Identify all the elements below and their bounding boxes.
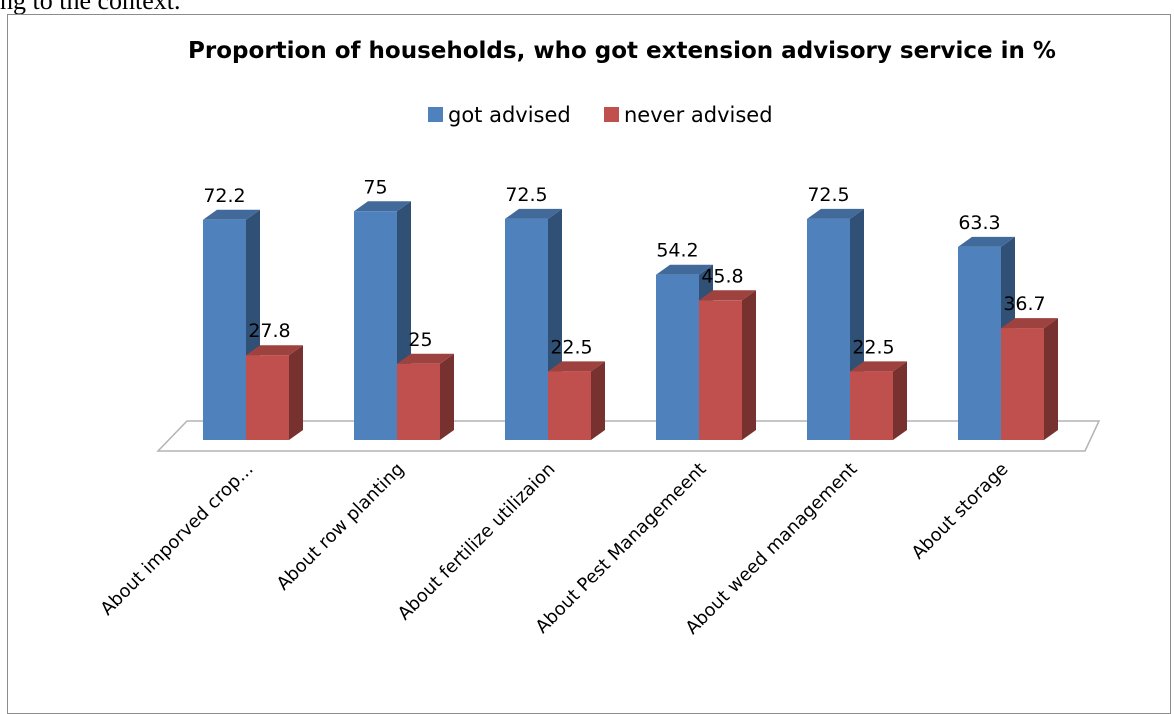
bar-side [591,361,605,440]
legend-label-1: got advised [448,103,571,127]
value-label-2-5: 22.5 [852,336,894,358]
bar-top [699,290,756,301]
category-label-1: About imporved crop... [97,459,258,620]
value-label-1-4: 54.2 [656,240,698,262]
value-label-1-6: 63.3 [958,212,1000,234]
bar-front [656,274,699,440]
value-label-2-2: 25 [408,329,432,351]
bar-1-5 [807,208,864,440]
bar-front [699,300,742,440]
bar-top [1001,318,1058,329]
category-label-6: About storage [908,459,1013,564]
bar-1-6 [958,236,1015,440]
bar-front [354,211,397,440]
value-label-2-4: 45.8 [701,265,743,287]
bar-2-1 [246,345,303,440]
bar-2-2 [397,353,454,440]
bar-side [440,353,454,440]
legend-swatch-2 [604,107,619,122]
category-label-5: About weed management [682,459,862,639]
category-label-3: About fertilize utilizaion [394,459,560,625]
legend-label-2: never advised [624,103,773,127]
chart-title: Proportion of households, who got extens… [188,38,1056,64]
bar-top [397,353,454,364]
bar-top [354,201,411,212]
bar-front [1001,328,1044,440]
bars [203,201,1058,440]
value-label-1-2: 75 [363,176,387,198]
bar-front [850,371,893,440]
bar-front [203,219,246,440]
bar-side [1044,318,1058,440]
category-label-2: About row planting [273,459,409,595]
bar-2-5 [850,361,907,440]
value-label-1-1: 72.2 [203,185,245,207]
bar-top [850,361,907,372]
bar-2-6 [1001,318,1058,440]
value-label-1-3: 72.5 [505,184,547,206]
bar-top [807,208,864,219]
value-label-2-3: 22.5 [550,336,592,358]
bar-front [548,371,591,440]
legend-swatch-1 [428,107,443,122]
bar-top [656,264,713,275]
bar-front [807,218,850,440]
bar-front [505,218,548,440]
context-text: ng to the context. [0,0,181,15]
bar-top [203,209,260,220]
bar-2-3 [548,361,605,440]
category-label-4: About Pest Managemeent [532,459,711,638]
value-label-1-5: 72.5 [807,184,849,206]
legend: got advised never advised [428,103,773,127]
bar-front [397,363,440,440]
value-label-2-1: 27.8 [248,320,290,342]
bar-2-4 [699,290,756,440]
category-labels: About imporved crop... About row planting… [97,459,1013,639]
bar-side [742,290,756,440]
bar-top [246,345,303,356]
bar-top [548,361,605,372]
value-label-2-6: 36.7 [1003,293,1045,315]
bar-front [246,355,289,440]
bar-front [958,246,1001,440]
bar-side [893,361,907,440]
value-labels: 72.2 27.8 75 25 72.5 22.5 54.245.8 72.5 22.5 63.3… [203,176,1045,358]
bar-side [289,345,303,440]
bar-top [505,208,562,219]
bar-top [958,236,1015,247]
